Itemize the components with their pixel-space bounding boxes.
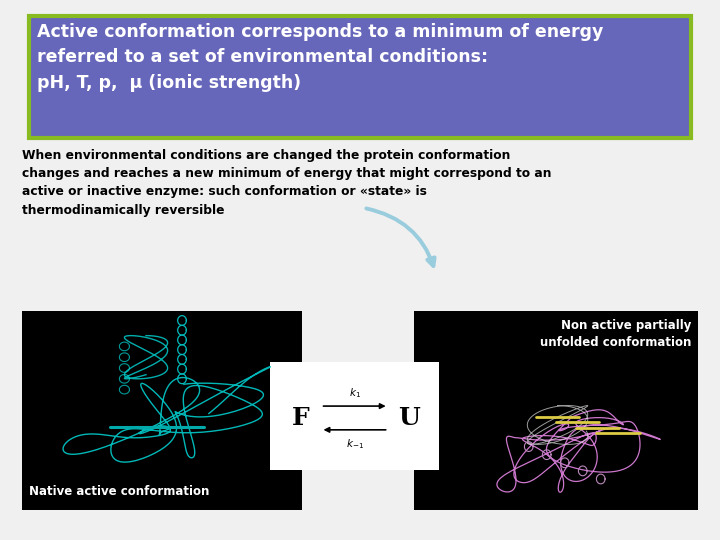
Text: Active conformation corresponds to a minimum of energy
referred to a set of envi: Active conformation corresponds to a min… [37, 23, 604, 92]
Text: Native active conformation: Native active conformation [29, 485, 210, 498]
FancyBboxPatch shape [29, 16, 691, 138]
Text: $k_1$: $k_1$ [348, 386, 361, 400]
FancyBboxPatch shape [270, 362, 439, 470]
FancyBboxPatch shape [22, 310, 302, 510]
Text: F: F [292, 406, 310, 430]
FancyBboxPatch shape [414, 310, 698, 510]
Text: U: U [398, 406, 420, 430]
Text: When environmental conditions are changed the protein conformation
changes and r: When environmental conditions are change… [22, 148, 551, 217]
FancyArrowPatch shape [366, 208, 435, 266]
Text: Non active partially
unfolded conformation: Non active partially unfolded conformati… [540, 319, 691, 349]
Text: $k_{-1}$: $k_{-1}$ [346, 437, 364, 451]
